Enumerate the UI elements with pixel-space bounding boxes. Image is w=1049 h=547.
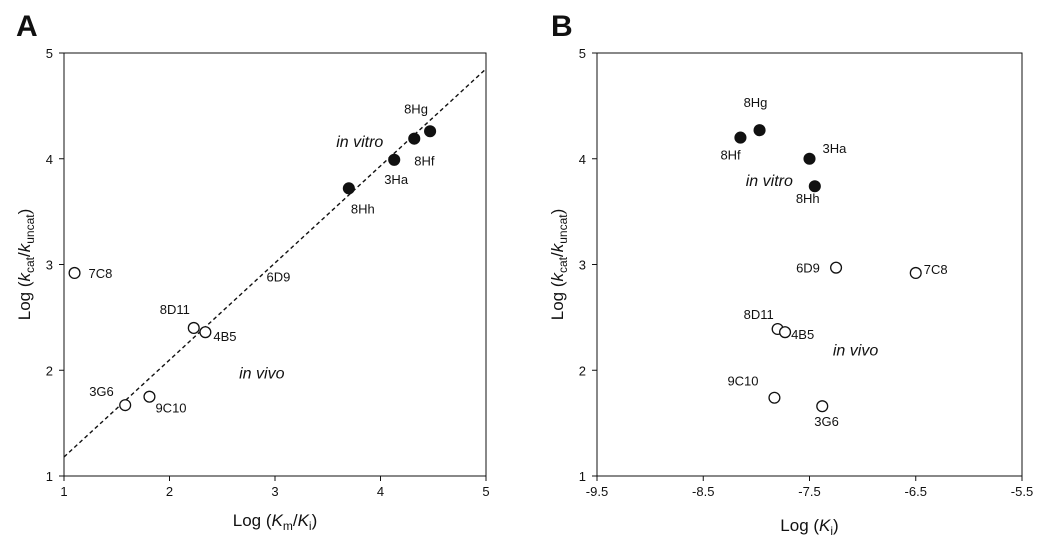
point-label-3ha: 3Ha [384,172,409,187]
panel-letter-b: B [551,10,573,43]
annotation-in-vitro: in vitro [746,173,793,190]
panel-a: A 1 2 3 4 5 1 2 3 4 5 8Hg 8Hf 3Ha 8Hh 7C8 8D11 4B5 3G6 9C… [15,10,490,533]
point-label-7c8: 7C8 [89,266,113,281]
panel-letter-a: A [16,10,38,43]
x-axis-title-a: Log (Km/Ki) [233,511,318,533]
ticks-a: 1 2 3 4 5 1 2 3 4 5 [46,46,490,499]
point-8hh [808,180,821,193]
x-tick-label: 5 [482,484,489,499]
y-axis-title-a: Log (kcat/kuncat) [15,209,37,321]
point-label-4b5: 4B5 [213,329,236,344]
point-label-8hf: 8Hf [720,148,741,163]
point-3g6 [119,399,132,412]
x-tick-label: -8.5 [692,484,714,499]
point-label-7c8: 7C8 [924,262,948,277]
y-tick-label: 3 [579,258,586,273]
panel-b: B -9.5 -8.5 -7.5 -6.5 -5.5 1 2 3 4 5 8Hg 8Hf 3Ha 8Hh… [548,10,1033,538]
point-label-8hh: 8Hh [351,201,375,216]
y-tick-label: 2 [579,363,586,378]
point-label-4b5: 4B5 [791,327,814,342]
annotation-in-vitro: in vitro [336,134,383,151]
point-label-8hg: 8Hg [404,101,428,116]
point-label-8hf: 8Hf [414,154,435,169]
y-axis-title-b: Log (kcat/kuncat) [548,209,570,321]
y-tick-label: 5 [46,46,53,61]
point-8d11 [187,321,200,335]
annotation-in-vivo: in vivo [239,366,284,383]
x-tick-label: 1 [60,484,67,499]
fit-line [63,68,487,458]
point-label-8hg: 8Hg [744,95,768,110]
x-tick-label: -5.5 [1011,484,1033,499]
point-7c8 [68,266,81,280]
annotation-in-vivo: in vivo [833,342,878,359]
ticks-b: -9.5 -8.5 -7.5 -6.5 -5.5 1 2 3 4 5 [579,46,1033,499]
point-9c10 [768,391,781,404]
y-tick-label: 1 [579,469,586,484]
marks-b: 8Hg 8Hf 3Ha 8Hh 6D9 7C8 8D11 4B5 9C10 3G6 in vitro… [720,95,947,429]
point-label-3ha: 3Ha [823,141,848,156]
point-4b5 [199,326,212,339]
point-label-6d9: 6D9 [796,261,820,276]
plot-frame-a [63,52,487,477]
y-tick-label: 1 [46,469,53,484]
point-label-8d11: 8D11 [160,302,190,317]
point-8hh [342,182,355,195]
x-tick-label: -6.5 [905,484,927,499]
y-tick-label: 3 [46,258,53,273]
x-axis-title-b: Log (Ki) [780,516,838,538]
point-label-3g6: 3G6 [814,414,839,429]
y-tick-label: 4 [579,152,586,167]
point-7c8 [909,266,922,280]
point-3ha [388,153,401,166]
y-tick-label: 5 [579,46,586,61]
point-4b5 [779,326,792,339]
point-8hf [734,131,747,144]
x-tick-label: 3 [271,484,278,499]
annotation-6d9: 6D9 [267,269,291,284]
point-3ha [803,152,816,165]
point-8hg [753,124,766,137]
point-label-9c10: 9C10 [155,401,186,416]
point-3g6 [816,400,829,413]
x-tick-label: 4 [377,484,384,499]
point-6d9 [830,261,843,274]
x-tick-label: -9.5 [586,484,608,499]
marks-a: 8Hg 8Hf 3Ha 8Hh 7C8 8D11 4B5 3G6 9C10 6D9 in vitro… [63,68,487,458]
point-label-9c10: 9C10 [727,374,758,389]
point-8hf [408,132,421,145]
y-tick-label: 4 [46,152,53,167]
x-tick-label: -7.5 [798,484,820,499]
point-label-3g6: 3G6 [89,384,114,399]
point-label-8hh: 8Hh [796,191,820,206]
x-tick-label: 2 [166,484,173,499]
point-8hg [424,125,437,138]
point-9c10 [143,390,156,403]
point-label-8d11: 8D11 [744,307,774,322]
y-tick-label: 2 [46,363,53,378]
